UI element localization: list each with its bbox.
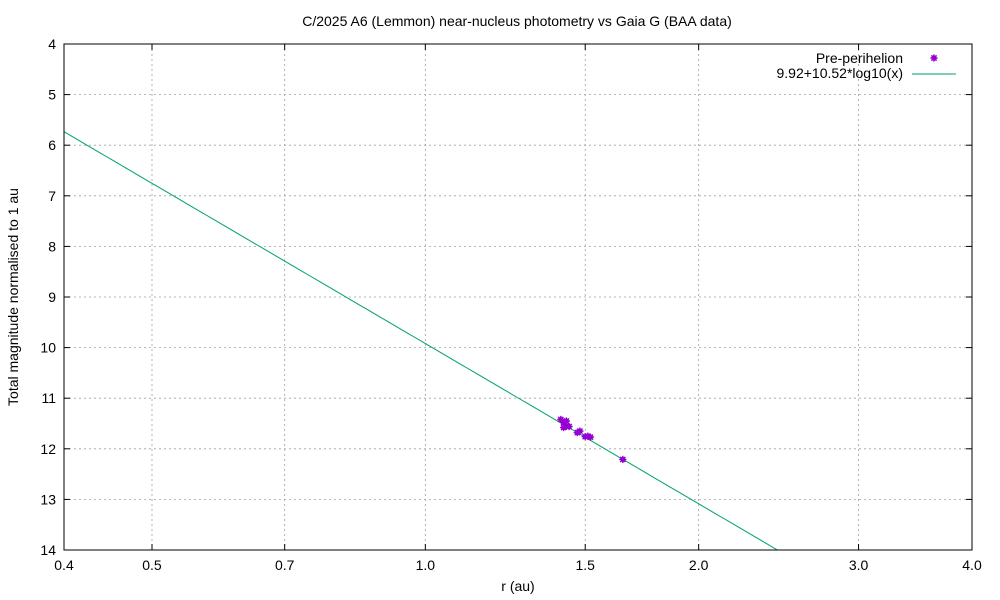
x-tick-label: 2.0 bbox=[689, 557, 709, 573]
data-point bbox=[562, 417, 570, 425]
data-point bbox=[586, 433, 595, 441]
data-point bbox=[565, 422, 573, 431]
y-tick-label: 12 bbox=[40, 441, 56, 457]
plot-area bbox=[63, 131, 778, 551]
data-point bbox=[619, 455, 627, 464]
y-tick-label: 10 bbox=[40, 340, 56, 356]
data-point bbox=[576, 427, 584, 435]
y-tick-label: 14 bbox=[40, 542, 56, 558]
y-tick-label: 13 bbox=[40, 491, 56, 507]
axis-ticks: 0.4 0.5 0.7 1.0 1.5 2.0 3.0 4.0 4 5 6 7 8 9 10 11 12 13 14 bbox=[40, 36, 982, 573]
legend-marker-points bbox=[930, 54, 938, 62]
y-tick-label: 6 bbox=[48, 137, 56, 153]
y-tick-label: 11 bbox=[41, 390, 56, 406]
plot-frame bbox=[63, 43, 973, 551]
x-axis-label: r (au) bbox=[501, 578, 534, 594]
legend-label-line: 9.92+10.52*log10(x) bbox=[777, 65, 904, 81]
x-tick-label: 0.7 bbox=[275, 557, 295, 573]
chart-title: C/2025 A6 (Lemmon) near-nucleus photomet… bbox=[302, 13, 732, 29]
legend: Pre-perihelion 9.92+10.52*log10(x) bbox=[777, 50, 956, 81]
legend-label-points: Pre-perihelion bbox=[816, 50, 903, 66]
x-tick-label: 1.5 bbox=[575, 557, 595, 573]
y-tick-label: 7 bbox=[48, 188, 56, 204]
fit-line bbox=[63, 131, 778, 551]
y-tick-label: 5 bbox=[48, 87, 56, 103]
x-tick-label: 4.0 bbox=[962, 557, 982, 573]
y-tick-label: 4 bbox=[48, 36, 56, 52]
x-tick-label: 1.0 bbox=[416, 557, 436, 573]
y-axis-label: Total magnitude normalised to 1 au bbox=[5, 188, 21, 406]
y-tick-label: 8 bbox=[48, 238, 56, 254]
x-tick-label: 3.0 bbox=[849, 557, 869, 573]
grid bbox=[64, 44, 972, 550]
y-tick-label: 9 bbox=[48, 289, 56, 305]
x-tick-label: 0.4 bbox=[54, 557, 74, 573]
x-tick-label: 0.5 bbox=[142, 557, 162, 573]
